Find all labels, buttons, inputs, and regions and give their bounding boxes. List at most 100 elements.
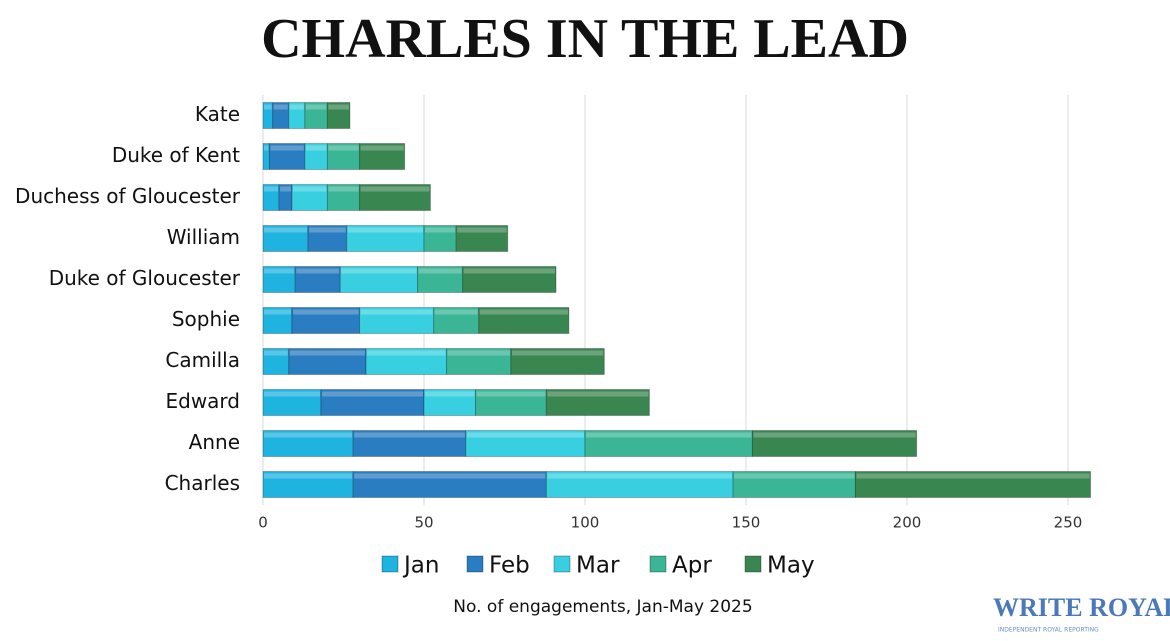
bar-segment (465, 430, 586, 457)
legend-label: Feb (489, 553, 530, 579)
bar-highlight (354, 473, 546, 479)
bar-highlight (447, 350, 510, 356)
y-tick-label: William (167, 225, 240, 249)
bar-segment (262, 225, 309, 252)
legend-label: Mar (576, 553, 620, 579)
bar-highlight (292, 309, 359, 315)
bar-highlight (463, 268, 556, 274)
bar-highlight (547, 391, 649, 397)
bar-segment (339, 266, 419, 293)
bar-segment (475, 389, 547, 416)
bar-segment (262, 389, 322, 416)
bar-highlight (360, 186, 430, 192)
bar-segment (320, 389, 425, 416)
bar-highlight (270, 145, 304, 151)
bar-highlight (264, 145, 269, 151)
bar-segment (365, 348, 448, 375)
bar-highlight (466, 432, 584, 438)
bar-highlight (305, 104, 327, 110)
bar-segment (478, 307, 570, 334)
bar-highlight (479, 309, 568, 315)
bar-highlight (264, 227, 308, 233)
bar-highlight (434, 309, 478, 315)
bar-highlight (264, 473, 353, 479)
bar-segment (455, 225, 509, 252)
y-tick-label: Charles (165, 471, 240, 495)
bar-segment (545, 389, 650, 416)
legend-swatch (381, 555, 399, 573)
y-tick-label: Duke of Gloucester (49, 266, 241, 290)
bar-highlight (280, 186, 291, 192)
y-tick-label: Duchess of Gloucester (15, 184, 241, 208)
x-tick-label: 200 (893, 514, 922, 532)
bar-segment (291, 307, 361, 334)
bar-highlight (476, 391, 546, 397)
bar-segment (359, 143, 406, 170)
legend-swatch (744, 555, 762, 573)
bar-highlight (264, 350, 288, 356)
bar-segment (294, 266, 341, 293)
bar-segment (262, 348, 290, 375)
bar-highlight (734, 473, 855, 479)
bar-highlight (296, 268, 340, 274)
legend-swatch (649, 555, 667, 573)
logo-tagline: INDEPENDENT ROYAL REPORTING (998, 627, 1099, 634)
x-tick-label: 0 (258, 514, 268, 532)
y-tick-label: Duke of Kent (112, 143, 240, 167)
bar-segment (352, 430, 467, 457)
bar-highlight (328, 186, 359, 192)
bar-highlight (309, 227, 346, 233)
bar-segment (732, 471, 856, 498)
bar-segment (462, 266, 557, 293)
bar-highlight (360, 145, 404, 151)
bar-segment (584, 430, 753, 457)
bar-highlight (292, 186, 327, 192)
legend-label: Jan (402, 553, 439, 579)
bar-highlight (753, 432, 916, 438)
bar-segment (359, 184, 431, 211)
bar-highlight (425, 391, 475, 397)
bar-segment (417, 266, 464, 293)
legend-swatch (466, 555, 484, 573)
legend-swatch (553, 555, 571, 573)
bar-highlight (289, 350, 366, 356)
bar-highlight (264, 432, 353, 438)
y-tick-label: Anne (189, 430, 240, 454)
bar-highlight (457, 227, 507, 233)
bar-highlight (586, 432, 752, 438)
bar-highlight (305, 145, 327, 151)
x-tick-label: 100 (571, 514, 600, 532)
x-tick-label: 250 (1054, 514, 1083, 532)
bar-segment (854, 471, 1092, 498)
bar-segment (545, 471, 734, 498)
bar-highlight (328, 145, 359, 151)
bar-highlight (425, 227, 456, 233)
bar-segment (307, 225, 348, 252)
bar-highlight (856, 473, 1090, 479)
bar-highlight (264, 186, 279, 192)
y-tick-label: Camilla (165, 348, 240, 372)
legend-label: Apr (672, 553, 712, 579)
bar-segment (423, 225, 457, 252)
bar-highlight (264, 104, 272, 110)
bar-highlight (264, 268, 295, 274)
bar-segment (352, 471, 547, 498)
bar-segment (326, 102, 351, 129)
bar-highlight (547, 473, 733, 479)
bar-highlight (418, 268, 462, 274)
bar-highlight (264, 391, 320, 397)
x-tick-label: 50 (414, 514, 433, 532)
bar-segment (433, 307, 480, 334)
bar-highlight (511, 350, 604, 356)
bar-segment (262, 266, 296, 293)
bar-segment (423, 389, 477, 416)
bar-segment (510, 348, 605, 375)
bar-highlight (321, 391, 423, 397)
bar-highlight (367, 350, 446, 356)
bar-segment (326, 184, 361, 211)
bar-highlight (328, 104, 349, 110)
bar-highlight (354, 432, 465, 438)
y-tick-label: Sophie (172, 307, 240, 331)
legend-label: May (767, 553, 815, 579)
y-tick-label: Kate (195, 102, 240, 126)
